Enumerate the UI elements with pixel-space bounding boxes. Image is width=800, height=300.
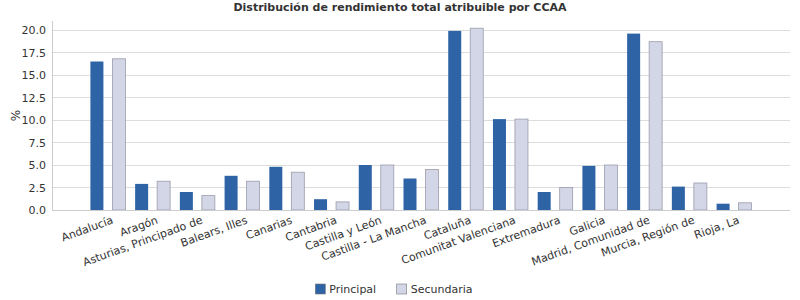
bar bbox=[381, 165, 394, 210]
grid-line bbox=[52, 210, 790, 211]
y-tick-label: 10.0 bbox=[22, 114, 47, 127]
y-tick-label: 20.0 bbox=[22, 24, 47, 37]
y-tick-label: 12.5 bbox=[22, 92, 47, 105]
bar bbox=[493, 119, 506, 210]
bar bbox=[314, 199, 327, 210]
bar bbox=[225, 176, 238, 210]
y-tick-label: 7.5 bbox=[29, 137, 47, 150]
grid-line bbox=[52, 52, 790, 53]
bar bbox=[739, 203, 752, 210]
x-axis-line bbox=[52, 210, 790, 211]
bar bbox=[291, 172, 304, 210]
bar bbox=[515, 119, 528, 210]
bar bbox=[649, 42, 662, 210]
legend-swatch bbox=[315, 284, 325, 294]
bar bbox=[90, 62, 103, 211]
legend: Principal Secundaria bbox=[315, 283, 472, 296]
legend-label: Principal bbox=[329, 283, 376, 296]
bar bbox=[672, 187, 685, 210]
grid-line bbox=[52, 75, 790, 76]
y-tick-label: 5.0 bbox=[29, 159, 47, 172]
bar bbox=[269, 167, 282, 210]
chart-container: Distribución de rendimiento total atribu… bbox=[0, 0, 800, 300]
x-tick-label: Andalucía bbox=[60, 214, 115, 245]
bars bbox=[90, 28, 751, 210]
legend-swatch bbox=[397, 284, 407, 294]
chart-title: Distribución de rendimiento total atribu… bbox=[233, 1, 567, 14]
bar bbox=[470, 28, 483, 210]
bar bbox=[180, 192, 193, 210]
x-tick-label: Balears, Illes bbox=[179, 214, 249, 250]
grid-line bbox=[52, 120, 790, 121]
bar bbox=[717, 204, 730, 210]
x-tick-label: Rioja, La bbox=[692, 214, 741, 242]
y-tick-label: 15.0 bbox=[22, 69, 47, 82]
grid-line bbox=[52, 165, 790, 166]
y-grid bbox=[52, 30, 790, 210]
bar bbox=[604, 165, 617, 210]
y-tick-label: 17.5 bbox=[22, 47, 47, 60]
bar bbox=[135, 184, 148, 210]
grid-line bbox=[52, 97, 790, 98]
bar bbox=[202, 196, 215, 210]
bar bbox=[448, 31, 461, 210]
x-tick-label: Extremadura bbox=[491, 214, 563, 251]
grid-line bbox=[52, 30, 790, 31]
bar bbox=[404, 179, 417, 211]
x-tick-label: Murcia, Región de bbox=[599, 214, 696, 260]
bar bbox=[538, 192, 551, 210]
grid-line bbox=[52, 142, 790, 143]
bar bbox=[157, 181, 170, 210]
bar bbox=[112, 59, 125, 210]
legend-label: Secundaria bbox=[411, 283, 473, 296]
bar bbox=[627, 34, 640, 210]
y-tick-label: 2.5 bbox=[29, 182, 47, 195]
y-axis-line bbox=[52, 21, 53, 210]
bar bbox=[694, 183, 707, 210]
bar bbox=[582, 166, 595, 210]
bar bbox=[359, 165, 372, 210]
bar bbox=[336, 202, 349, 210]
bar bbox=[247, 181, 260, 210]
chart-svg: Distribución de rendimiento total atribu… bbox=[0, 0, 800, 300]
bar bbox=[426, 170, 439, 211]
bar bbox=[560, 188, 573, 211]
y-tick-label: 0.0 bbox=[29, 204, 47, 217]
